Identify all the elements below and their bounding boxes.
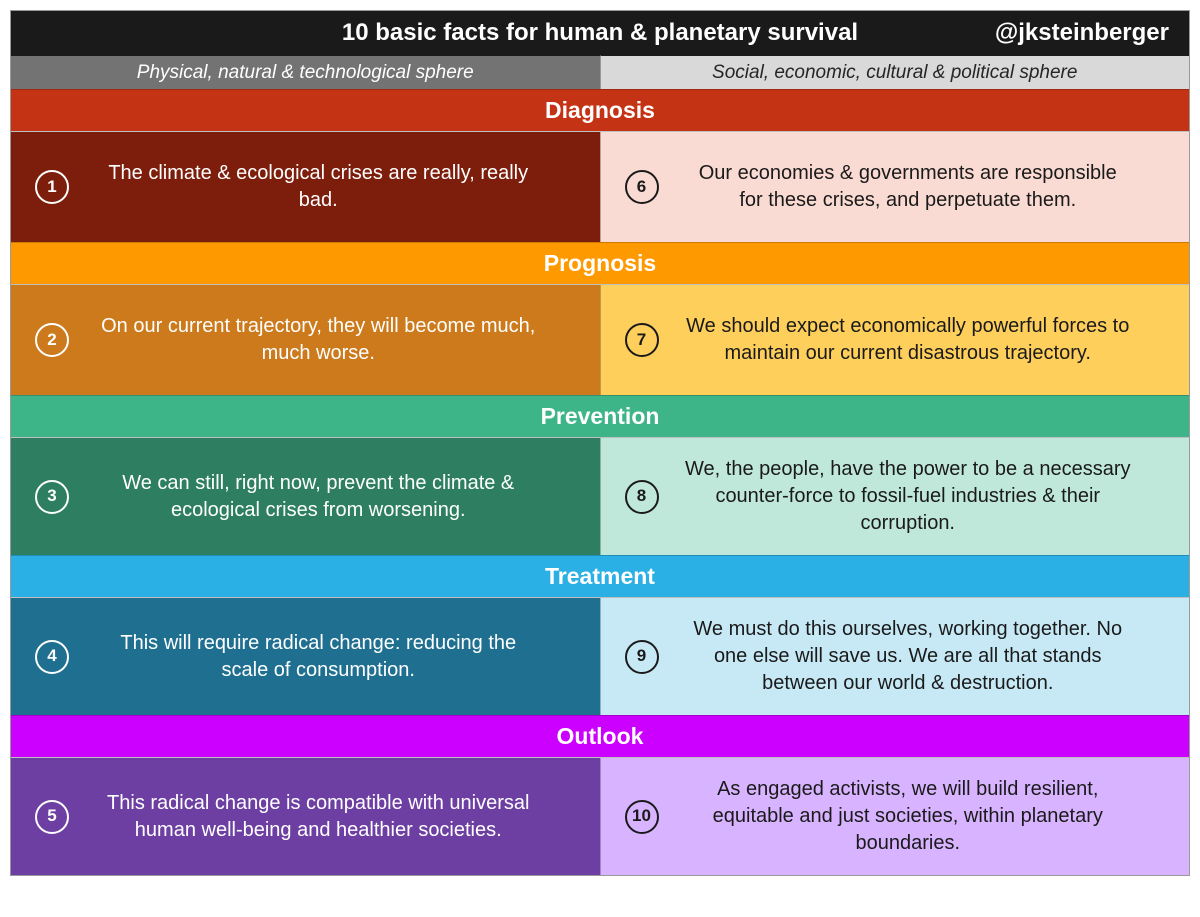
section-body: 1 The climate & ecological crises are rea…: [11, 131, 1189, 242]
fact-number-circle: 3: [35, 480, 69, 514]
fact-cell: 6 Our economies & governments are respons…: [600, 132, 1190, 242]
section-header: Outlook: [11, 715, 1189, 757]
fact-number-circle: 2: [35, 323, 69, 357]
fact-number-circle: 8: [625, 480, 659, 514]
fact-cell: 1 The climate & ecological crises are rea…: [11, 132, 600, 242]
fact-text: On our current trajectory, they will bec…: [95, 313, 582, 367]
fact-text: We should expect economically powerful f…: [685, 313, 1172, 367]
sphere-left: Physical, natural & technological sphere: [11, 55, 600, 89]
sections-container: Diagnosis 1 The climate & ecological crise…: [11, 89, 1189, 875]
fact-number-circle: 6: [625, 170, 659, 204]
main-title: 10 basic facts for human & planetary sur…: [342, 19, 858, 47]
fact-number-circle: 9: [625, 640, 659, 674]
section-header: Prognosis: [11, 242, 1189, 284]
fact-text: Our economies & governments are responsi…: [685, 160, 1172, 214]
fact-cell: 2 On our current trajectory, they will be…: [11, 285, 600, 395]
infographic-frame: 10 basic facts for human & planetary sur…: [10, 10, 1190, 876]
section-header: Diagnosis: [11, 89, 1189, 131]
sphere-right: Social, economic, cultural & political s…: [600, 55, 1190, 89]
fact-number-circle: 1: [35, 170, 69, 204]
sphere-row: Physical, natural & technological sphere…: [11, 55, 1189, 89]
fact-cell: 8 We, the people, have the power to be a …: [600, 438, 1190, 555]
fact-text: We can still, right now, prevent the cli…: [95, 470, 582, 524]
fact-number-circle: 7: [625, 323, 659, 357]
fact-cell: 9 We must do this ourselves, working toge…: [600, 598, 1190, 715]
fact-cell: 7 We should expect economically powerful …: [600, 285, 1190, 395]
fact-text: We must do this ourselves, working toget…: [685, 616, 1172, 697]
section-body: 3 We can still, right now, prevent the cl…: [11, 437, 1189, 555]
fact-cell: 4 This will require radical change: reduc…: [11, 598, 600, 715]
fact-number-circle: 10: [625, 800, 659, 834]
fact-cell: 10 As engaged activists, we will build re…: [600, 758, 1190, 875]
fact-text: We, the people, have the power to be a n…: [685, 456, 1172, 537]
fact-text: This radical change is compatible with u…: [95, 790, 582, 844]
section-header: Prevention: [11, 395, 1189, 437]
fact-text: The climate & ecological crises are real…: [95, 160, 582, 214]
section-body: 4 This will require radical change: reduc…: [11, 597, 1189, 715]
fact-number-circle: 4: [35, 640, 69, 674]
fact-text: This will require radical change: reduci…: [95, 630, 582, 684]
fact-cell: 5 This radical change is compatible with …: [11, 758, 600, 875]
author-handle: @jksteinberger: [995, 19, 1169, 47]
fact-text: As engaged activists, we will build resi…: [685, 776, 1172, 857]
section-header: Treatment: [11, 555, 1189, 597]
title-bar: 10 basic facts for human & planetary sur…: [11, 11, 1189, 55]
section-body: 2 On our current trajectory, they will be…: [11, 284, 1189, 395]
section-body: 5 This radical change is compatible with …: [11, 757, 1189, 875]
fact-number-circle: 5: [35, 800, 69, 834]
fact-cell: 3 We can still, right now, prevent the cl…: [11, 438, 600, 555]
